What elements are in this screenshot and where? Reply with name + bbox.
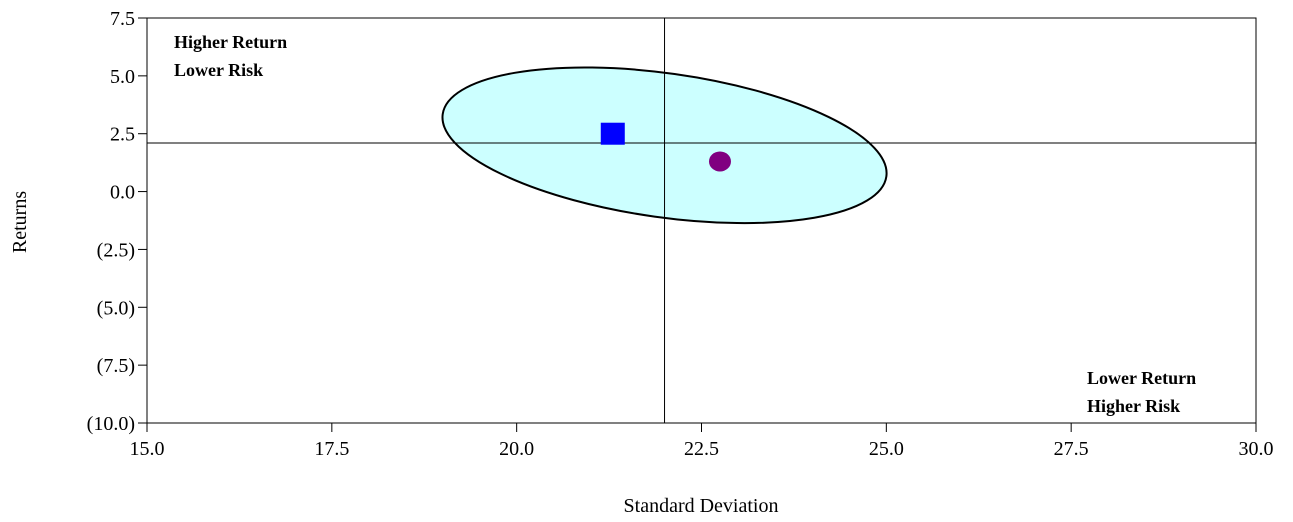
y-axis-title: Returns	[9, 191, 31, 253]
x-tick-label: 25.0	[869, 438, 904, 460]
y-tick-label: 0.0	[110, 182, 135, 204]
y-tick-label: 5.0	[110, 66, 135, 88]
annotation-bottom-right-line-2: Higher Risk	[1087, 396, 1180, 416]
x-tick-label: 22.5	[684, 438, 719, 460]
y-tick-label: (10.0)	[87, 413, 135, 435]
x-tick-label: 27.5	[1054, 438, 1089, 460]
annotation-top-left-line-2: Lower Risk	[174, 60, 263, 80]
annotation-bottom-right-line-1: Lower Return	[1087, 368, 1196, 388]
x-tick-label: 30.0	[1239, 438, 1274, 460]
y-tick-label: (5.0)	[97, 297, 135, 319]
x-tick-label: 15.0	[130, 438, 165, 460]
annotation-top-left: Higher Return Lower Risk	[174, 32, 292, 80]
annotation-bottom-right: Lower Return Higher Risk	[1087, 368, 1201, 416]
x-axis-title: Standard Deviation	[624, 495, 779, 517]
x-tick-label: 17.5	[314, 438, 349, 460]
data-points	[600, 122, 731, 172]
reference-lines	[147, 18, 1256, 423]
y-tick-label: (2.5)	[97, 239, 135, 261]
annotation-top-left-line-1: Higher Return	[174, 32, 287, 52]
y-tick-label: 7.5	[110, 8, 135, 30]
circle-point	[708, 151, 731, 172]
square-point	[600, 122, 625, 145]
x-tick-label: 20.0	[499, 438, 534, 460]
axis-ticks: 7.5 5.0 2.5 0.0 (2.5) (5.0) (7.5) (10.0) 15.0 17.…	[87, 8, 1274, 460]
y-tick-label: (7.5)	[97, 355, 135, 377]
y-tick-label: 2.5	[110, 124, 135, 146]
